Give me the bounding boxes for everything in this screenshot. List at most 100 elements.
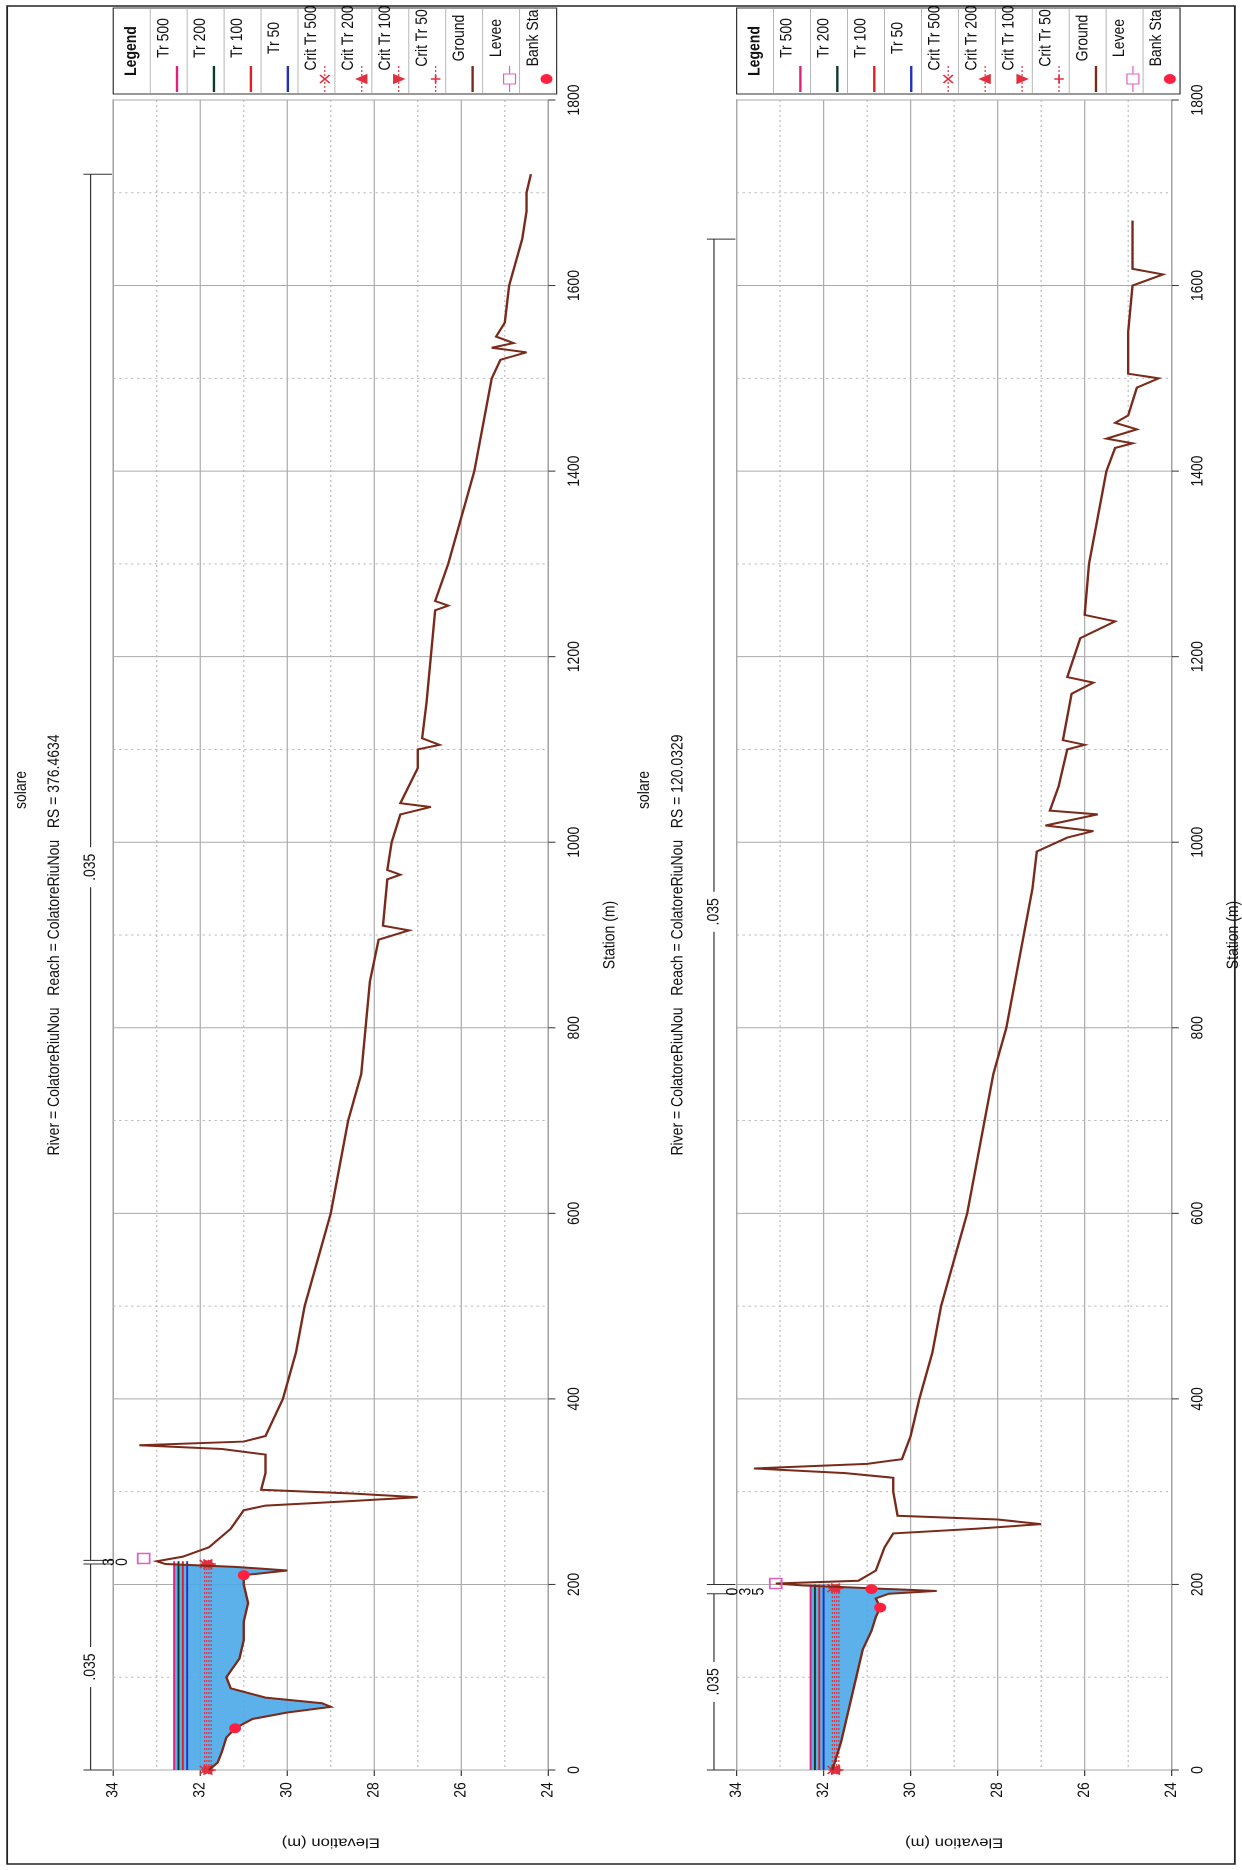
legend-label: Tr 500 xyxy=(154,18,172,58)
ground-line xyxy=(753,220,1167,1771)
legend-marker xyxy=(1054,75,1064,83)
legend-label: Levee xyxy=(487,19,505,57)
legend-label: Tr 100 xyxy=(851,18,869,58)
legend-label: Bank Sta xyxy=(1147,9,1165,66)
x-tick-label: 1400 xyxy=(565,456,583,487)
bank-station xyxy=(237,1570,250,1581)
legend-marker xyxy=(430,75,441,83)
x-tick-label: 800 xyxy=(1188,1016,1206,1039)
legend-marker xyxy=(978,73,991,85)
legend-marker xyxy=(319,74,331,84)
levee-marker xyxy=(136,1552,151,1565)
x-tick-label: 0 xyxy=(1188,1766,1206,1774)
bank-station xyxy=(865,1584,878,1595)
y-tick-label: 28 xyxy=(988,1782,1006,1798)
legend-label: Levee xyxy=(1110,19,1128,57)
legend-marker xyxy=(1016,73,1029,85)
roughness-label-bg xyxy=(703,891,725,932)
roughness-label: .035 xyxy=(81,1653,99,1680)
roughness-label: .035 xyxy=(704,1668,722,1695)
legend-label: Tr 50 xyxy=(265,22,283,54)
legend-label: Ground xyxy=(1073,15,1091,62)
roughness-label-bg xyxy=(79,1647,102,1688)
x-tick-label: 1800 xyxy=(565,84,583,115)
zone-label: 0 xyxy=(113,1558,131,1566)
chart-subtitle: River = ColatoreRiuNou Reach = ColatoreR… xyxy=(45,734,63,1155)
roughness-label-bg xyxy=(79,847,102,888)
ground-line xyxy=(139,174,533,1771)
y-tick-label: 24 xyxy=(539,1782,557,1798)
x-tick-label: 1000 xyxy=(1188,827,1206,858)
legend-title: Legend xyxy=(745,26,763,76)
water-fill xyxy=(174,1561,331,1770)
water-fill xyxy=(810,1584,937,1770)
x-tick-label: 1400 xyxy=(1188,456,1206,487)
legend-title: Legend xyxy=(122,26,140,76)
y-tick-label: 34 xyxy=(727,1782,745,1798)
y-tick-label: 26 xyxy=(1075,1782,1093,1798)
roughness-label: .035 xyxy=(81,854,99,881)
x-tick-label: 600 xyxy=(565,1202,583,1225)
page-frame xyxy=(6,5,1236,1865)
legend-label: Crit Tr 200 xyxy=(339,5,357,70)
zone-label: 0 xyxy=(723,1588,741,1596)
legend-marker xyxy=(502,73,517,85)
x-tick-label: 1800 xyxy=(1188,84,1206,115)
zone-label: 3 xyxy=(100,1558,118,1566)
x-tick-label: 1000 xyxy=(565,827,583,858)
legend-label: Tr 50 xyxy=(888,22,906,54)
legend-marker xyxy=(540,74,553,84)
legend-label: Crit Tr 100 xyxy=(376,5,394,70)
legend-label: Ground xyxy=(450,15,468,62)
bank-station xyxy=(229,1723,242,1734)
x-tick-label: 1200 xyxy=(1188,641,1206,672)
x-axis-label: Station (m) xyxy=(1224,901,1242,969)
chart-title: solare xyxy=(12,771,30,809)
x-tick-label: 600 xyxy=(1188,1202,1206,1225)
x-tick-label: 200 xyxy=(1188,1573,1206,1596)
x-tick-label: 800 xyxy=(565,1016,583,1039)
chart-subtitle: River = ColatoreRiuNou Reach = ColatoreR… xyxy=(669,734,687,1155)
legend-label: Crit Tr 50 xyxy=(413,9,431,67)
legend-label: Tr 100 xyxy=(228,18,246,58)
legend-label: Crit Tr 500 xyxy=(302,5,320,70)
y-axis-label: Elevation (m) xyxy=(905,1835,1003,1850)
legend-label: Crit Tr 500 xyxy=(925,5,943,70)
zone-label: 3 xyxy=(736,1588,754,1596)
legend-marker xyxy=(354,73,368,85)
x-axis-label: Station (m) xyxy=(601,901,619,969)
legend-label: Crit Tr 100 xyxy=(999,5,1017,70)
legend-marker xyxy=(393,73,406,85)
x-tick-label: 200 xyxy=(565,1573,583,1596)
y-tick-label: 30 xyxy=(901,1782,919,1798)
y-axis-label: Elevation (m) xyxy=(282,1835,380,1850)
legend-label: Bank Sta xyxy=(524,9,542,66)
x-tick-label: 400 xyxy=(565,1387,583,1410)
legend-label: Tr 200 xyxy=(191,18,209,58)
x-tick-label: 1200 xyxy=(565,641,583,672)
y-tick-label: 26 xyxy=(452,1782,470,1798)
x-tick-label: 0 xyxy=(565,1766,583,1774)
y-tick-label: 30 xyxy=(278,1782,296,1798)
zone-label: 5 xyxy=(750,1588,768,1596)
y-tick-label: 32 xyxy=(814,1782,832,1798)
y-tick-label: 28 xyxy=(365,1782,383,1798)
legend-label: Crit Tr 200 xyxy=(962,5,980,70)
y-tick-label: 32 xyxy=(191,1782,209,1798)
legend-label: Tr 200 xyxy=(815,18,833,58)
x-tick-label: 400 xyxy=(1188,1387,1206,1410)
legend-label: Tr 500 xyxy=(778,18,796,58)
legend-marker xyxy=(942,74,954,84)
x-tick-label: 1600 xyxy=(1188,270,1206,301)
roughness-label: .035 xyxy=(704,898,722,925)
roughness-label-bg xyxy=(703,1661,725,1702)
legend-marker xyxy=(1163,74,1176,84)
x-tick-label: 1600 xyxy=(565,270,583,301)
y-tick-label: 24 xyxy=(1162,1782,1180,1798)
critical-marker xyxy=(834,1766,844,1774)
legend-label: Crit Tr 50 xyxy=(1036,9,1054,67)
critical-marker xyxy=(834,1584,844,1593)
y-tick-label: 34 xyxy=(104,1782,122,1798)
levee-marker xyxy=(768,1577,783,1590)
